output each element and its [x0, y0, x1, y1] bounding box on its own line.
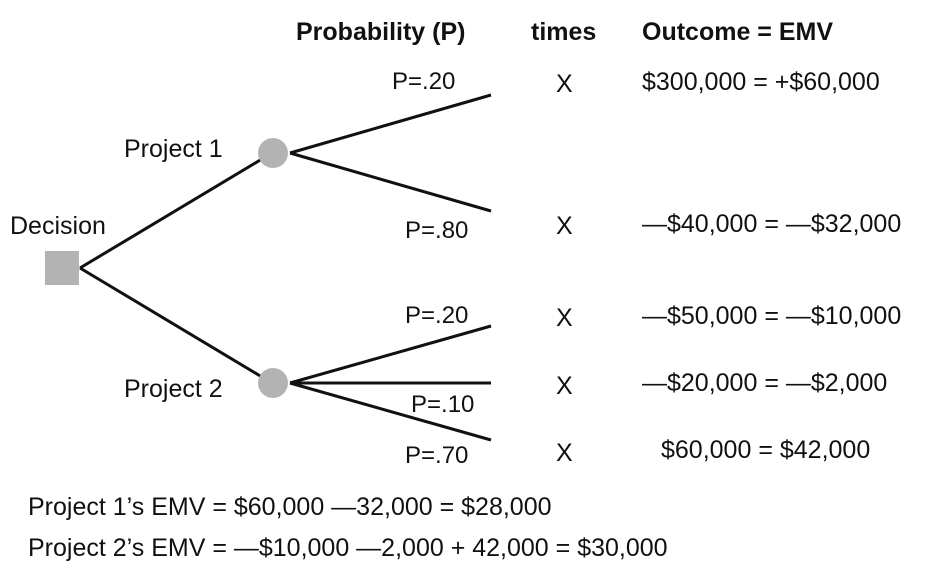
- header-probability: Probability (P): [296, 18, 466, 46]
- times-symbol: X: [556, 212, 573, 240]
- times-symbol: X: [556, 304, 573, 332]
- branch-p1-outcome2: [289, 151, 492, 213]
- branch-probability: P=.20: [405, 302, 469, 329]
- decision-node: [45, 251, 79, 285]
- branch-probability: P=.10: [411, 391, 475, 418]
- branch-p1-outcome1: [289, 93, 492, 155]
- header-times: times: [531, 18, 597, 46]
- branch-outcome: $300,000 = +$60,000: [642, 68, 880, 96]
- project1-label: Project 1: [124, 135, 223, 163]
- times-symbol: X: [556, 439, 573, 467]
- project2-label: Project 2: [124, 375, 223, 403]
- branch-decision-project2: [79, 266, 273, 385]
- branch-probability: P=.70: [405, 442, 469, 469]
- chance-node-project1: [258, 138, 288, 168]
- branch-outcome: —$20,000 = —$2,000: [642, 369, 888, 397]
- branch-decision-project1: [79, 151, 273, 270]
- branch-probability: P=.20: [392, 68, 456, 95]
- times-symbol: X: [556, 372, 573, 400]
- branch-outcome: —$50,000 = —$10,000: [642, 302, 902, 330]
- chance-node-project2: [258, 368, 288, 398]
- times-symbol: X: [556, 70, 573, 98]
- project1-emv-summary: Project 1’s EMV = $60,000 —32,000 = $28,…: [28, 493, 552, 521]
- branch-p2-outcome1: [289, 324, 492, 385]
- project2-emv-summary: Project 2’s EMV = —$10,000 —2,000 + 42,0…: [28, 534, 668, 562]
- decision-label: Decision: [10, 212, 106, 240]
- branch-outcome: —$40,000 = —$32,000: [642, 210, 902, 238]
- branch-p2-outcome3: [289, 381, 492, 442]
- branch-probability: P=.80: [405, 217, 469, 244]
- branch-outcome: $60,000 = $42,000: [661, 436, 871, 464]
- header-outcome: Outcome = EMV: [642, 18, 834, 46]
